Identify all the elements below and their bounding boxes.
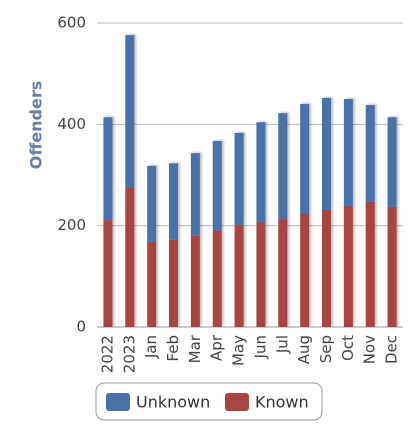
bar-segment	[322, 97, 331, 210]
legend-label: Known	[255, 393, 309, 412]
bar-segment	[212, 230, 222, 327]
x-tick-label: Sep	[317, 335, 335, 363]
x-tick-label: Jun	[251, 335, 269, 359]
bar-segment	[387, 206, 397, 327]
bar-segment	[300, 104, 310, 215]
x-tick-label: 2022	[98, 335, 116, 373]
bar-segment	[169, 239, 178, 327]
y-tick-label: 400	[57, 115, 86, 133]
legend-box	[95, 382, 323, 421]
x-tick-label: Apr	[208, 334, 226, 361]
x-tick-label: Dec	[383, 335, 401, 364]
bar-segment	[234, 132, 244, 226]
x-tick-label: Aug	[295, 335, 313, 364]
y-axis-title: Offenders	[27, 81, 46, 170]
x-tick-label: Jul	[273, 335, 291, 354]
bar-segment	[322, 209, 331, 327]
bar-segment	[190, 235, 200, 327]
legend-swatch	[225, 393, 249, 411]
bar-segment	[256, 222, 266, 327]
x-tick-label: Jan	[142, 335, 160, 359]
bar-segment	[147, 241, 157, 327]
legend-label: Unknown	[136, 393, 210, 412]
bar-segment	[103, 117, 113, 221]
bar-segment	[256, 122, 266, 223]
bar-segment	[343, 99, 353, 206]
y-tick-label: 0	[76, 318, 86, 336]
bar-segment	[300, 214, 310, 327]
bar-segment	[365, 105, 375, 202]
legend-swatch	[106, 393, 130, 411]
bar-segment	[147, 165, 157, 242]
bar-segment	[278, 113, 288, 220]
y-tick-label: 200	[57, 216, 86, 234]
x-tick-label: Feb	[164, 335, 182, 362]
bar-segment	[387, 117, 397, 207]
bar-segment	[365, 201, 375, 327]
bar-segment	[278, 219, 288, 327]
bar-segment	[343, 205, 353, 327]
bar-segment	[190, 153, 200, 236]
bar-segment	[234, 225, 244, 327]
bar-segment	[103, 220, 113, 327]
bar-segment	[125, 35, 135, 188]
x-tick-label: Mar	[186, 334, 204, 363]
bar-segment	[169, 163, 178, 240]
x-tick-label: Oct	[339, 335, 357, 361]
x-tick-label: 2023	[120, 335, 138, 373]
x-tick-label: Nov	[361, 335, 379, 364]
bar-segment	[212, 141, 222, 231]
y-tick-label: 600	[57, 14, 86, 32]
x-tick-label: May	[230, 335, 248, 366]
bar-segment	[125, 187, 135, 327]
